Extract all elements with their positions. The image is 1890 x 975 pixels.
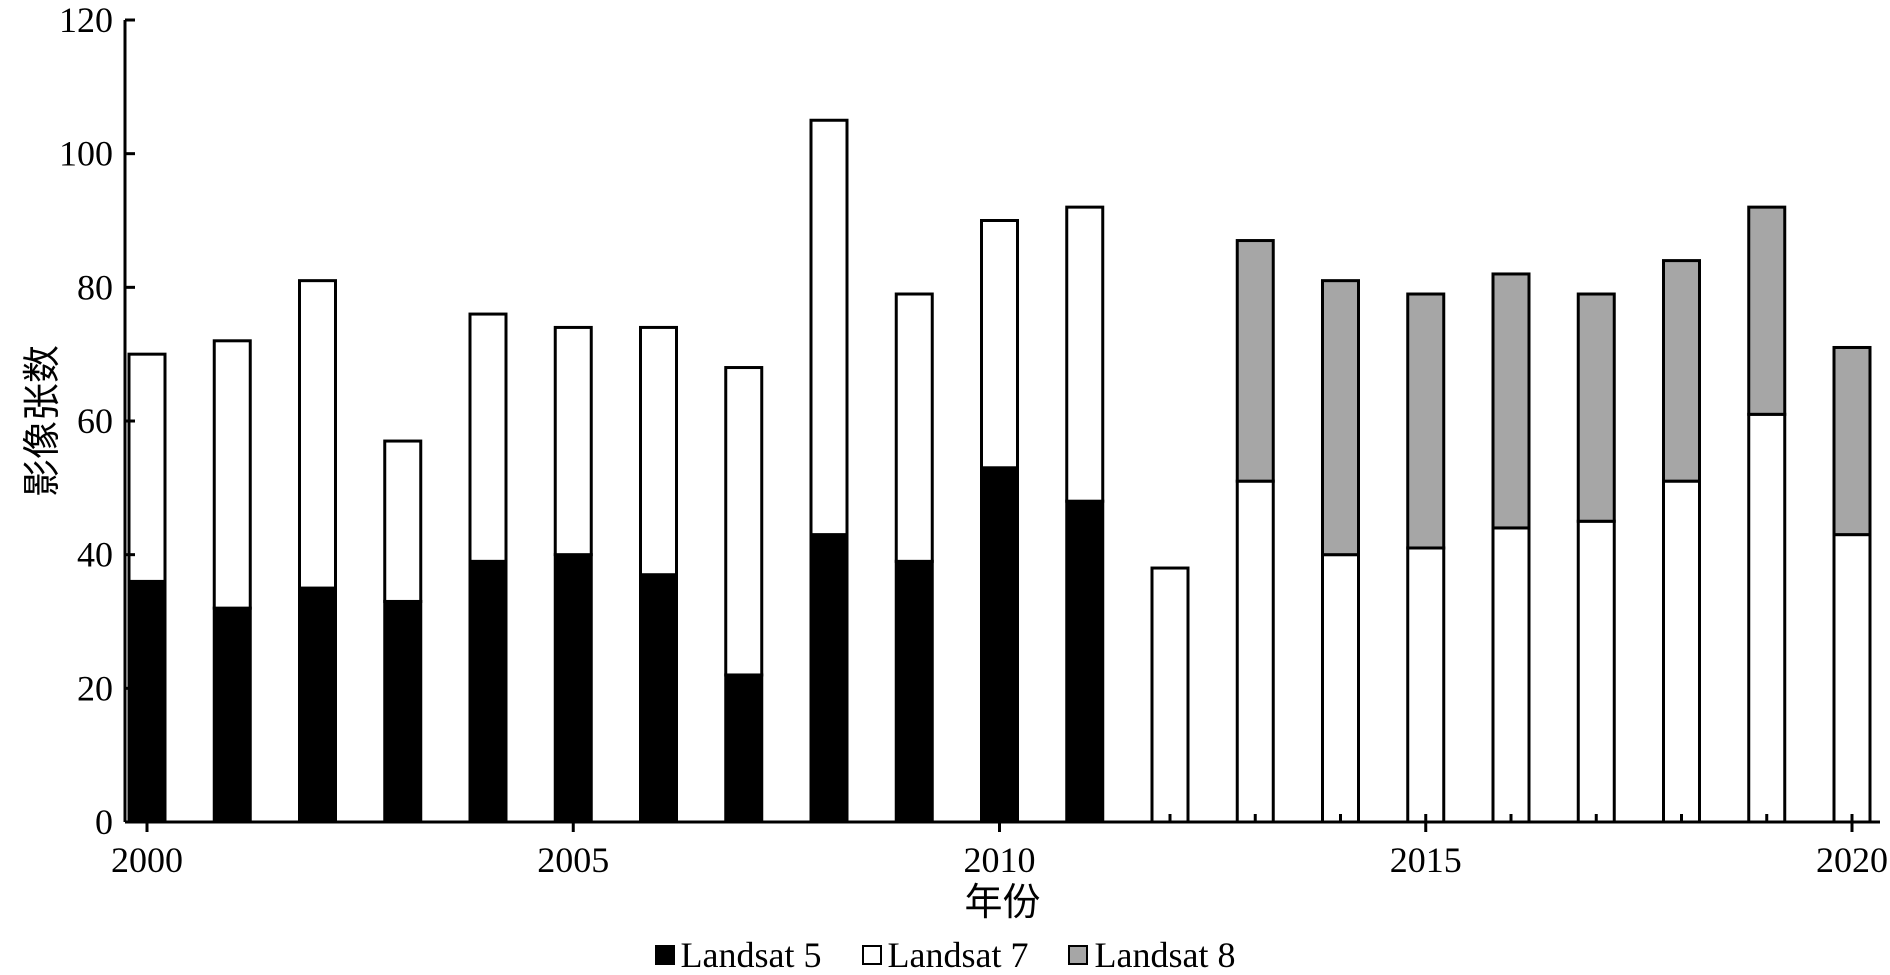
bar-segment-landsat-7-2011 <box>1065 205 1105 503</box>
bar-segment-landsat-7-2003 <box>383 439 423 603</box>
y-tick-label-60: 60 <box>77 401 113 441</box>
bar-segment-landsat-5-2000 <box>127 579 167 824</box>
bar-segment-landsat-5-2004 <box>468 559 508 824</box>
bar-segment-landsat-8-2013 <box>1235 239 1275 483</box>
bar-segment-landsat-5-2008 <box>809 533 849 824</box>
bar-segment-landsat-7-2012 <box>1150 566 1190 824</box>
legend-item-landsat-7: Landsat 7 <box>861 935 1029 975</box>
bar-segment-landsat-7-2017 <box>1576 519 1616 824</box>
legend-swatch-landsat-7 <box>861 945 882 965</box>
bar-segment-landsat-5-2001 <box>212 606 252 824</box>
bar-segment-landsat-7-2009 <box>894 292 934 563</box>
bar-segment-landsat-5-2005 <box>553 553 593 824</box>
bar-segment-landsat-7-2019 <box>1747 412 1787 824</box>
bar-segment-landsat-7-2016 <box>1491 526 1531 824</box>
bar-segment-landsat-8-2019 <box>1747 205 1787 416</box>
legend-label-landsat-8: Landsat 8 <box>1094 935 1236 975</box>
bar-segment-landsat-5-2009 <box>894 559 934 824</box>
bar-segment-landsat-7-2014 <box>1321 553 1360 824</box>
y-tick-label-120: 120 <box>59 0 113 40</box>
legend-label-landsat-5: Landsat 5 <box>680 935 822 975</box>
legend-label-landsat-7: Landsat 7 <box>887 935 1029 975</box>
legend-item-landsat-5: Landsat 5 <box>654 935 822 975</box>
bar-segment-landsat-7-2002 <box>298 279 337 590</box>
bar-segment-landsat-7-2001 <box>212 339 252 610</box>
bar-segment-landsat-8-2016 <box>1491 272 1531 530</box>
bar-segment-landsat-8-2014 <box>1321 279 1360 557</box>
x-tick-label-2010: 2010 <box>964 840 1036 880</box>
y-tick-label-80: 80 <box>77 267 113 307</box>
bar-segment-landsat-5-2006 <box>639 573 678 824</box>
y-tick-label-40: 40 <box>77 535 113 575</box>
bar-segment-landsat-5-2011 <box>1065 499 1105 824</box>
bar-segment-landsat-7-2018 <box>1662 479 1701 824</box>
x-tick-label-2015: 2015 <box>1390 840 1462 880</box>
stacked-bar-chart: 0 20 40 60 80 100 120 2000 2005 2010 2015 2020 年份 影… <box>22 0 1888 924</box>
axes-group: 0 20 40 60 80 100 120 2000 2005 2010 2015 2020 <box>59 0 1888 880</box>
bar-segment-landsat-8-2020 <box>1832 345 1872 537</box>
bar-segment-landsat-5-2002 <box>298 586 337 824</box>
legend-swatch-landsat-5 <box>654 945 675 965</box>
bar-segment-landsat-7-2000 <box>127 352 167 583</box>
bar-segment-landsat-8-2015 <box>1406 292 1446 550</box>
x-tick-label-2005: 2005 <box>537 840 609 880</box>
legend-item-landsat-8: Landsat 8 <box>1068 935 1235 975</box>
bar-segment-landsat-7-2006 <box>639 325 678 577</box>
bar-segment-landsat-7-2015 <box>1406 546 1446 824</box>
bar-segment-landsat-7-2008 <box>809 118 849 537</box>
y-tick-label-20: 20 <box>77 668 113 708</box>
bar-segment-landsat-7-2013 <box>1235 479 1275 824</box>
y-tick-label-0: 0 <box>95 802 113 842</box>
y-axis-title: 影像张数 <box>22 345 64 497</box>
bar-segment-landsat-8-2018 <box>1662 259 1701 483</box>
bar-segment-landsat-5-2003 <box>383 599 423 824</box>
legend-swatch-landsat-8 <box>1068 945 1089 965</box>
x-axis-title: 年份 <box>964 882 1040 924</box>
y-tick-label-100: 100 <box>59 134 113 174</box>
legend: Landsat 5 Landsat 7 Landsat 8 <box>0 935 1890 975</box>
bar-segment-landsat-8-2017 <box>1576 292 1616 523</box>
x-tick-label-2000: 2000 <box>111 840 183 880</box>
bar-segment-landsat-7-2007 <box>724 366 764 677</box>
bar-segment-landsat-5-2010 <box>980 466 1019 824</box>
bars-group <box>127 118 1872 824</box>
bar-segment-landsat-7-2020 <box>1832 533 1872 824</box>
bar-segment-landsat-7-2005 <box>553 325 593 557</box>
bar-segment-landsat-7-2010 <box>980 219 1019 470</box>
bar-segment-landsat-7-2004 <box>468 312 508 563</box>
x-tick-label-2020: 2020 <box>1816 840 1888 880</box>
bar-segment-landsat-5-2007 <box>724 673 764 824</box>
